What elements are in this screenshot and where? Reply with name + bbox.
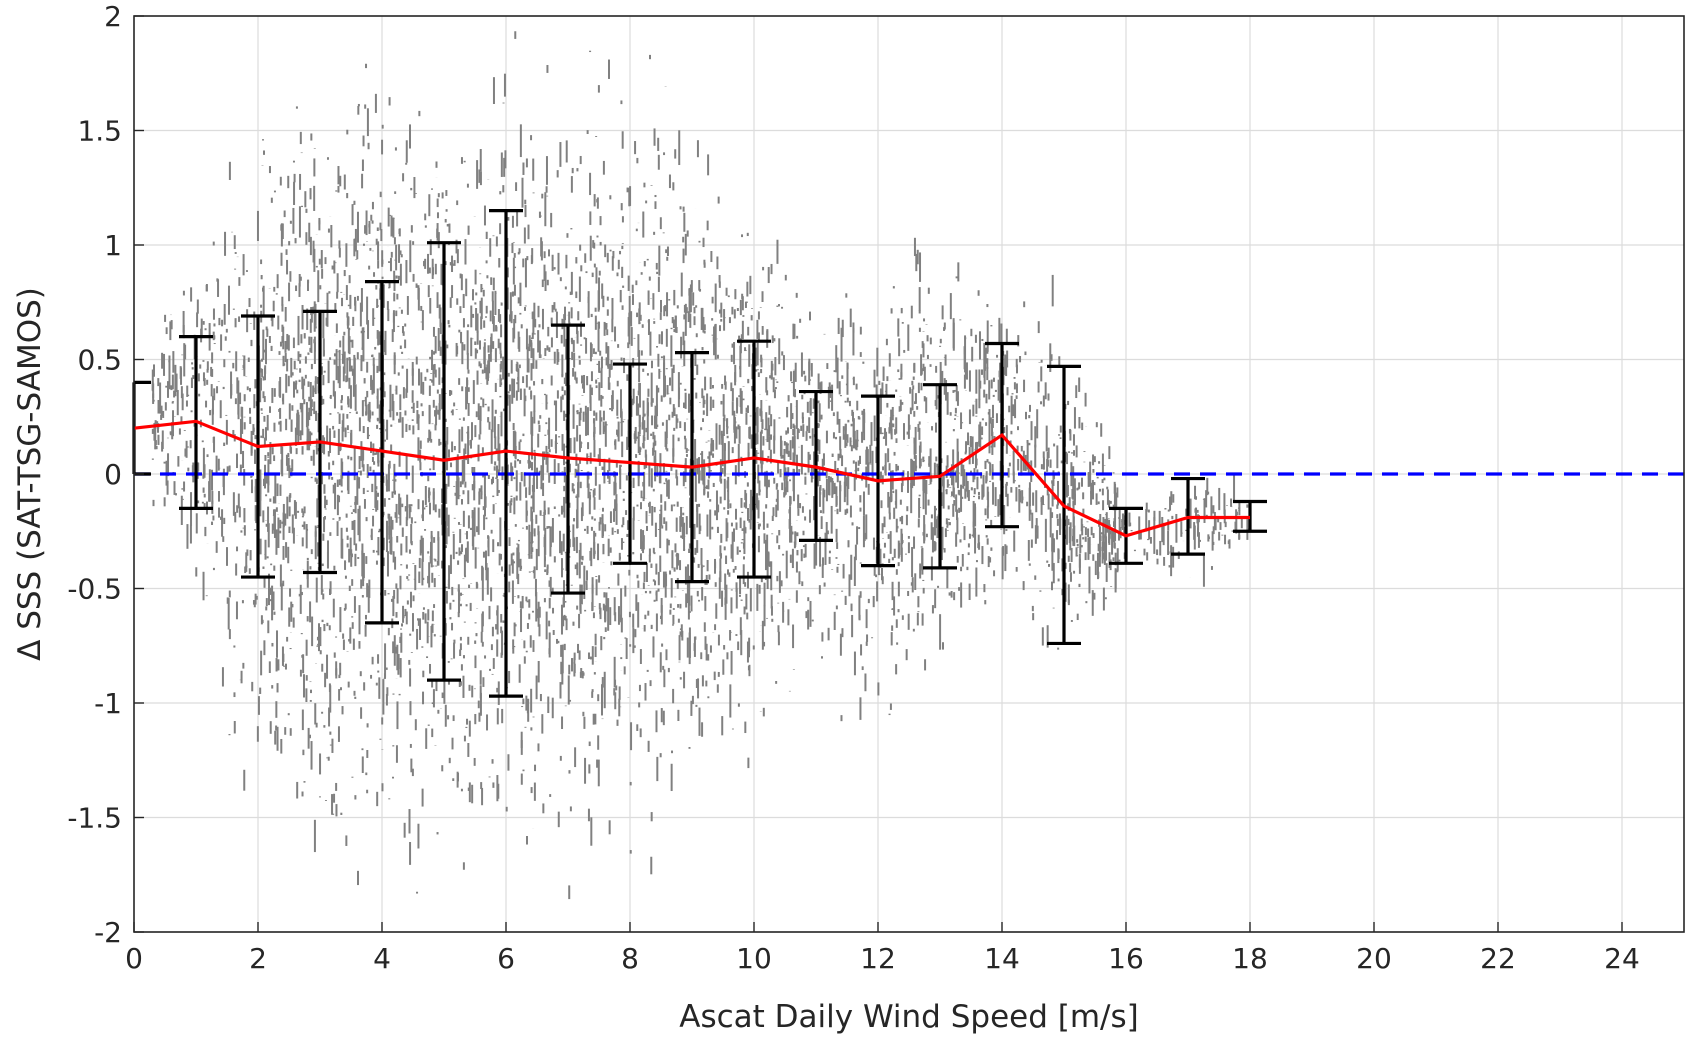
grid <box>134 16 1684 932</box>
